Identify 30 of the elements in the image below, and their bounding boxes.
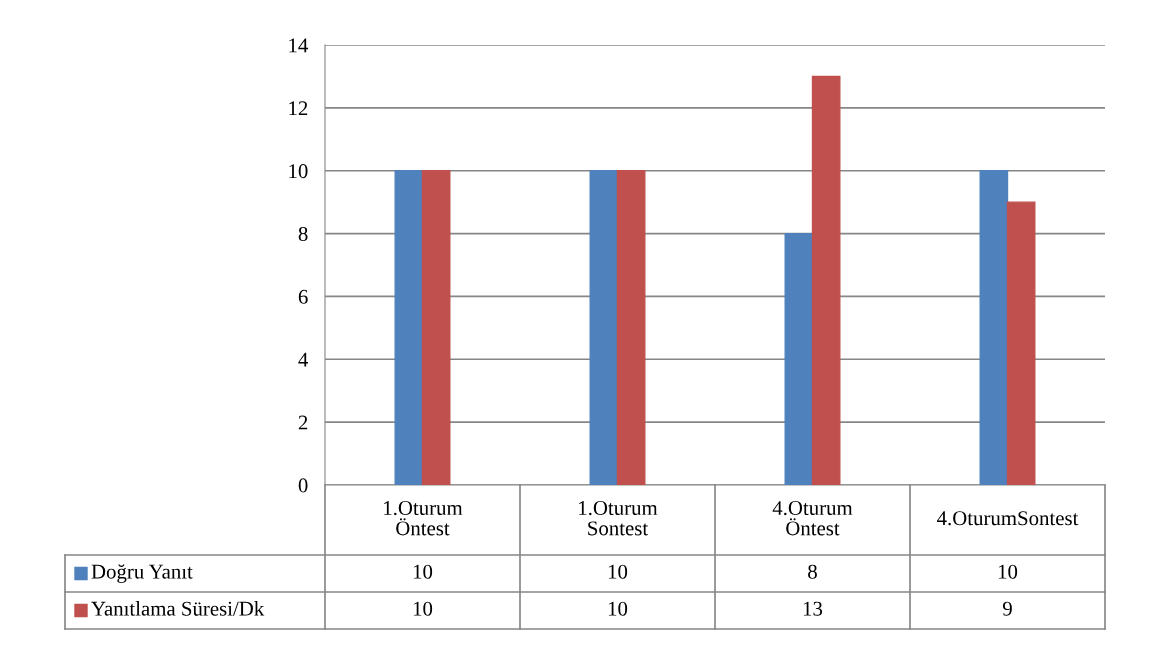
y-tick-label: 14 bbox=[289, 38, 309, 53]
legend-label: Yanıtlama Süresi/Dk bbox=[91, 601, 265, 616]
bar bbox=[616, 170, 646, 485]
y-tick-label: 8 bbox=[298, 226, 308, 241]
data-label: 10 bbox=[413, 564, 433, 579]
data-label: 13 bbox=[803, 601, 823, 616]
data-label: 10 bbox=[998, 564, 1018, 579]
y-tick-label: 4 bbox=[298, 352, 309, 367]
x-tick-label: 4.OturumSontest bbox=[937, 511, 1079, 526]
bar bbox=[784, 232, 814, 485]
bar bbox=[1006, 201, 1036, 485]
data-label: 10 bbox=[413, 601, 433, 616]
y-tick-label: 10 bbox=[289, 164, 308, 179]
y-tick-label: 12 bbox=[289, 101, 308, 116]
data-label: 9 bbox=[1002, 601, 1012, 616]
bar bbox=[811, 75, 841, 485]
data-label: 10 bbox=[608, 564, 628, 579]
bar bbox=[589, 170, 619, 485]
bar bbox=[979, 170, 1009, 485]
data-label: 8 bbox=[808, 564, 817, 579]
x-tick-label: 4.Oturum Öntest bbox=[772, 501, 853, 536]
x-tick-label: 1.Oturum Sontest bbox=[579, 501, 658, 536]
y-tick-label: 6 bbox=[298, 289, 308, 304]
legend-label: Doğru Yanıt bbox=[91, 564, 193, 583]
x-tick-label: 1.Oturum Öntest bbox=[384, 501, 463, 536]
bar bbox=[421, 170, 451, 485]
y-tick-label: 0 bbox=[298, 478, 308, 493]
bar bbox=[394, 170, 424, 485]
y-tick-label: 2 bbox=[298, 415, 308, 430]
data-label: 10 bbox=[608, 601, 628, 616]
